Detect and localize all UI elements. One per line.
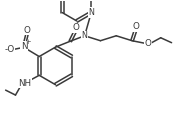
- Text: O: O: [133, 22, 139, 31]
- Text: +: +: [26, 39, 31, 45]
- Text: O: O: [24, 25, 31, 35]
- Text: N: N: [88, 8, 94, 17]
- Text: N: N: [82, 31, 88, 40]
- Text: O: O: [144, 39, 151, 48]
- Text: NH: NH: [18, 79, 31, 88]
- Text: O: O: [72, 23, 79, 32]
- Text: N: N: [21, 42, 28, 51]
- Text: -O: -O: [4, 45, 15, 54]
